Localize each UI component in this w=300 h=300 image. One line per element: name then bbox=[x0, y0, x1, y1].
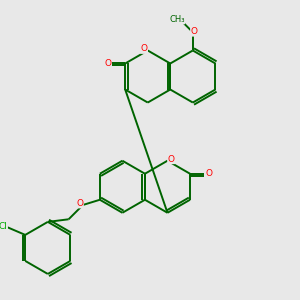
Text: O: O bbox=[168, 155, 175, 164]
Text: O: O bbox=[190, 27, 197, 36]
Text: O: O bbox=[141, 44, 148, 53]
Text: Cl: Cl bbox=[0, 222, 8, 231]
Text: CH₃: CH₃ bbox=[169, 15, 184, 24]
Text: O: O bbox=[206, 169, 213, 178]
Text: O: O bbox=[76, 199, 83, 208]
Text: O: O bbox=[104, 59, 111, 68]
